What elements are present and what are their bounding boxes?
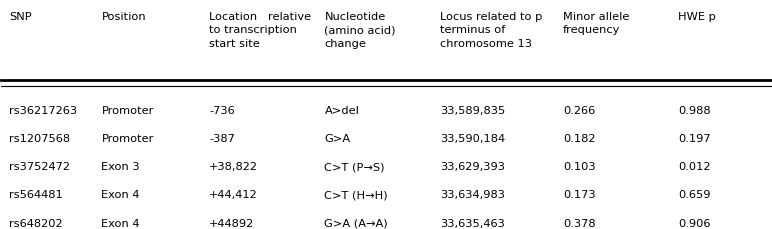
Text: Locus related to p
terminus of
chromosome 13: Locus related to p terminus of chromosom…	[440, 12, 542, 49]
Text: +44,412: +44,412	[209, 190, 258, 199]
Text: -387: -387	[209, 133, 235, 143]
Text: rs3752472: rs3752472	[9, 161, 70, 171]
Text: 0.906: 0.906	[679, 218, 711, 228]
Text: rs36217263: rs36217263	[9, 105, 77, 115]
Text: 0.197: 0.197	[679, 133, 711, 143]
Text: Position: Position	[101, 12, 146, 22]
Text: 0.182: 0.182	[563, 133, 595, 143]
Text: SNP: SNP	[9, 12, 32, 22]
Text: Promoter: Promoter	[101, 133, 154, 143]
Text: 0.103: 0.103	[563, 161, 595, 171]
Text: Exon 4: Exon 4	[101, 190, 140, 199]
Text: rs564481: rs564481	[9, 190, 63, 199]
Text: -736: -736	[209, 105, 235, 115]
Text: Promoter: Promoter	[101, 105, 154, 115]
Text: G>A (A→A): G>A (A→A)	[324, 218, 388, 228]
Text: 0.988: 0.988	[679, 105, 711, 115]
Text: Exon 3: Exon 3	[101, 161, 140, 171]
Text: 0.173: 0.173	[563, 190, 595, 199]
Text: G>A: G>A	[324, 133, 350, 143]
Text: HWE p: HWE p	[679, 12, 716, 22]
Text: Location   relative
to transcription
start site: Location relative to transcription start…	[209, 12, 311, 49]
Text: C>T (H→H): C>T (H→H)	[324, 190, 388, 199]
Text: 33,635,463: 33,635,463	[440, 218, 505, 228]
Text: 0.266: 0.266	[563, 105, 595, 115]
Text: rs648202: rs648202	[9, 218, 63, 228]
Text: 0.378: 0.378	[563, 218, 595, 228]
Text: 33,590,184: 33,590,184	[440, 133, 505, 143]
Text: A>del: A>del	[324, 105, 359, 115]
Text: 0.012: 0.012	[679, 161, 711, 171]
Text: +44892: +44892	[209, 218, 254, 228]
Text: 0.659: 0.659	[679, 190, 711, 199]
Text: rs1207568: rs1207568	[9, 133, 70, 143]
Text: 33,589,835: 33,589,835	[440, 105, 505, 115]
Text: Exon 4: Exon 4	[101, 218, 140, 228]
Text: 33,629,393: 33,629,393	[440, 161, 505, 171]
Text: 33,634,983: 33,634,983	[440, 190, 505, 199]
Text: Minor allele
frequency: Minor allele frequency	[563, 12, 629, 35]
Text: +38,822: +38,822	[209, 161, 258, 171]
Text: C>T (P→S): C>T (P→S)	[324, 161, 385, 171]
Text: Nucleotide
(amino acid)
change: Nucleotide (amino acid) change	[324, 12, 396, 49]
